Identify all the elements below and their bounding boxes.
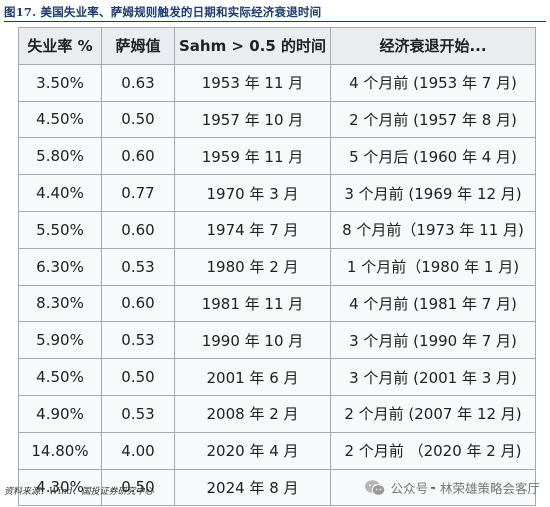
recession-start-cell: 3 个月前 (1969 年 12 月): [330, 174, 536, 212]
recession-start-cell: 1 个月前（1980 年 1 月): [330, 247, 536, 286]
trigger-date-cell: 1957 年 10 月: [174, 100, 331, 139]
unemployment-rate-cell: 14.80%: [18, 431, 102, 470]
header-sahm-trigger-date: Sahm > 0.5 的时间: [174, 27, 331, 65]
sahm-value-cell: 0.53: [101, 394, 175, 433]
sahm-value-cell: 4.00: [101, 431, 175, 470]
unemployment-rate-cell: 8.30%: [18, 284, 102, 323]
watermark-text: 公众号 · 林荣雄策略会客厅: [390, 481, 540, 496]
recession-start-cell: 2 个月前 (1957 年 8 月): [330, 100, 536, 139]
header-unemployment-rate: 失业率 %: [18, 27, 102, 65]
table-row: 4.30% 0.50 2024 年 8 月-: [18, 468, 536, 507]
sahm-value-cell: 0.53: [101, 321, 175, 360]
recession-start-cell: 3 个月前 (2001 年 3 月): [330, 358, 536, 396]
trigger-date-cell: 2020 年 4 月: [174, 431, 331, 470]
unemployment-rate-cell: 5.90%: [18, 321, 102, 360]
sahm-value-cell: 0.50: [101, 100, 175, 139]
trigger-date-cell: 1959 年 11 月: [174, 137, 331, 176]
recession-start-cell: 4 个月前 (1953 年 7 月): [330, 63, 536, 102]
trigger-date-cell: 1981 年 11 月: [174, 284, 331, 323]
trigger-date-cell: 1980 年 2 月: [174, 247, 331, 286]
table-header-row: 失业率 % 萨姆值 Sahm > 0.5 的时间 经济衰退开始...: [18, 27, 536, 65]
sahm-value-cell: 0.60: [101, 137, 175, 176]
trigger-date-cell: 1990 年 10 月: [174, 321, 331, 360]
wechat-icon: [364, 479, 385, 496]
unemployment-rate-cell: 5.50%: [18, 210, 102, 249]
header-sahm-value: 萨姆值: [101, 27, 175, 65]
sahm-value-cell: 0.60: [101, 284, 175, 323]
unemployment-rate-cell: 5.80%: [18, 137, 102, 176]
trigger-date-cell: 1953 年 11 月: [174, 63, 331, 102]
sahm-rule-table: 失业率 % 萨姆值 Sahm > 0.5 的时间 经济衰退开始... 3.50%…: [18, 27, 536, 507]
trigger-date-cell: 1970 年 3 月: [174, 174, 331, 212]
sahm-value-cell: 0.63: [101, 63, 175, 102]
unemployment-rate-cell: 4.90%: [18, 394, 102, 433]
recession-start-cell: 4 个月前 (1981 年 7 月): [330, 284, 536, 323]
recession-start-cell: 2 个月前 （2020 年 2 月): [330, 431, 536, 470]
watermark: 公众号 · 林荣雄策略会客厅: [364, 478, 540, 497]
sahm-value-cell: 0.53: [101, 247, 175, 286]
unemployment-rate-cell: 4.50%: [18, 100, 102, 139]
unemployment-rate-cell: 4.50%: [18, 358, 102, 396]
trigger-date-cell: 2008 年 2 月: [174, 394, 331, 433]
recession-start-cell: 8 个月前（1973 年 11 月): [330, 210, 536, 249]
title-divider: [4, 21, 546, 22]
recession-start-cell: 5 个月后 (1960 年 4 月): [330, 137, 536, 176]
unemployment-rate-cell: 4.40%: [18, 174, 102, 212]
header-recession-start: 经济衰退开始...: [330, 27, 536, 65]
sahm-value-cell: 0.60: [101, 210, 175, 249]
sahm-value-cell: 0.77: [101, 174, 175, 212]
sahm-value-cell: 0.50: [101, 358, 175, 396]
unemployment-rate-cell: 6.30%: [18, 247, 102, 286]
trigger-date-cell: 2024 年 8 月: [174, 468, 331, 507]
recession-start-cell: 2 个月前 (2007 年 12 月): [330, 394, 536, 433]
trigger-date-cell: 2001 年 6 月: [174, 358, 331, 396]
unemployment-rate-cell: 4.30%: [18, 468, 102, 507]
figure-title: 图17. 美国失业率、萨姆规则触发的日期和实际经济衰退时间: [4, 5, 322, 19]
unemployment-rate-cell: 3.50%: [18, 63, 102, 102]
source-note: 资料来源：Wind、国投证券研究中心: [4, 487, 154, 497]
trigger-date-cell: 1974 年 7 月: [174, 210, 331, 249]
recession-start-cell: 3 个月前 (1990 年 7 月): [330, 321, 536, 360]
recession-start-cell: -: [330, 468, 536, 507]
